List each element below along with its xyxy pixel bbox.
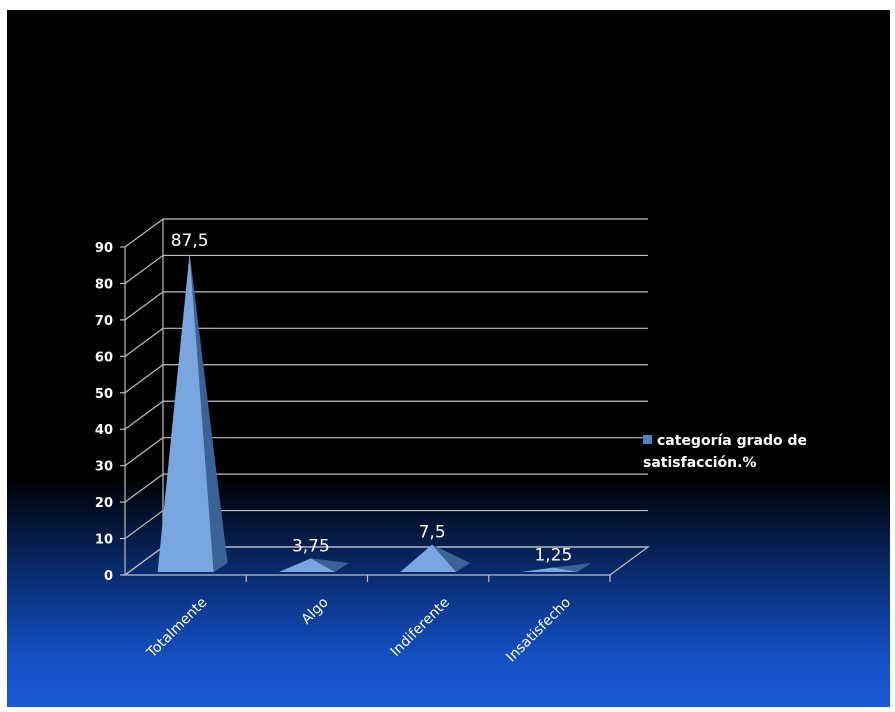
pyramid-side-2 xyxy=(432,544,471,572)
pyramid-chart: 0 10 20 30 40 50 60 70 80 90 87,5 Totalmente 3,75 Alg… xyxy=(95,218,650,666)
gridline-diagonal xyxy=(124,400,164,430)
x-category-label-0: Totalmente xyxy=(143,595,210,662)
pyramid-bar-0 xyxy=(157,253,214,572)
y-tick-label: 20 xyxy=(95,496,113,511)
gridline-diagonal xyxy=(124,218,164,248)
y-tick-label: 10 xyxy=(95,533,113,548)
y-tick-label: 50 xyxy=(95,387,113,402)
pyramid-side-1 xyxy=(310,558,349,572)
chart-legend: categoría grado de satisfacción.% xyxy=(643,430,863,474)
data-label-2: 7,5 xyxy=(419,523,446,543)
y-tick-label: 30 xyxy=(95,460,113,475)
gridline-diagonal xyxy=(124,546,164,576)
gridline-diagonal xyxy=(124,364,164,394)
pyramid-bar-2 xyxy=(400,544,457,572)
pyramid-bar-1 xyxy=(278,558,335,572)
x-category-label-2: Indiferente xyxy=(388,595,453,660)
y-tick-label: 70 xyxy=(95,314,113,329)
legend-swatch xyxy=(643,435,652,444)
gridline-diagonal xyxy=(124,510,164,540)
y-tick-label: 80 xyxy=(95,277,113,292)
data-label-1: 3,75 xyxy=(292,536,330,556)
gridline-diagonal xyxy=(124,291,164,321)
y-tick-label: 90 xyxy=(95,241,113,256)
slide-background: 0 10 20 30 40 50 60 70 80 90 87,5 Totalmente 3,75 Alg… xyxy=(7,10,890,707)
x-category-label-3: Insatisfecho xyxy=(503,595,574,666)
y-tick-label: 60 xyxy=(95,350,113,365)
gridline-diagonal xyxy=(124,327,164,357)
gridline-diagonal xyxy=(124,254,164,284)
gridline-diagonal xyxy=(124,473,164,503)
data-label-0: 87,5 xyxy=(171,231,209,251)
legend-label: categoría grado de satisfacción.% xyxy=(643,433,808,471)
pyramid-side-0 xyxy=(189,253,228,572)
pyramid-side-3 xyxy=(553,563,592,572)
y-tick-label: 0 xyxy=(104,569,113,584)
pyramid-bar-3 xyxy=(521,567,578,572)
y-tick-label: 40 xyxy=(95,423,113,438)
data-label-3: 1,25 xyxy=(534,545,572,565)
gridline-diagonal xyxy=(124,437,164,467)
x-category-label-1: Algo xyxy=(299,595,332,628)
